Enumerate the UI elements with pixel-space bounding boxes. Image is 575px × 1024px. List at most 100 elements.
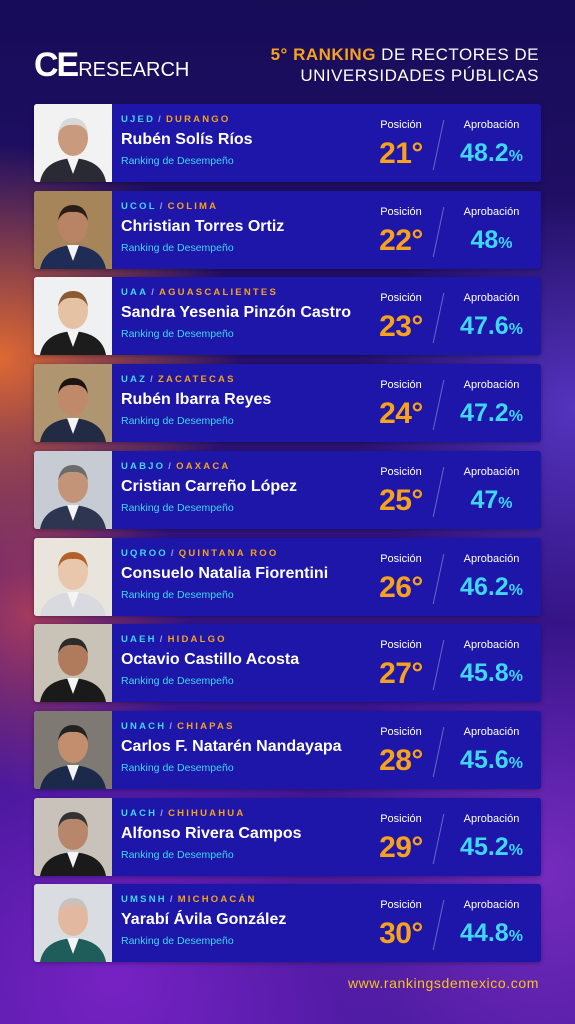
percent-sign: % [508,321,523,339]
position-block: Posición 23° [368,277,434,355]
footer-url[interactable]: www.rankingsdemexico.com [347,975,539,991]
ranking-subtitle: Ranking de Desempeño [121,935,234,948]
state-name: QUINTANA ROO [178,547,279,559]
approval-value: 46.2% [442,573,541,602]
rector-name: Cristian Carreño López [121,477,298,495]
rector-photo [34,797,112,876]
approval-label: Aprobación [463,725,520,738]
university-code: UNACH [121,720,167,732]
logo-research: RESEARCH [78,59,190,81]
page-title: 5° RANKING DE RECTORES DE UNIVERSIDADES … [271,44,539,86]
university-line: UMSNH / MICHOACÁN [121,894,541,905]
approval-number: 45.8 [460,659,509,688]
ranking-subtitle: Ranking de Desempeño [121,155,234,167]
university-code: UACH [121,807,158,819]
university-code: UQROO [121,547,168,559]
rector-name: Consuelo Natalia Fiorentini [121,564,329,582]
university-line: UAZ / ZACATECAS [121,374,541,385]
rector-info: UNACH / CHIAPAS Carlos F. Natarén Nandayap… [112,711,541,789]
position-block: Posición 27° [368,624,434,702]
rector-card: UAZ / ZACATECAS Rubén Ibarra Reyes Ranking… [34,364,541,443]
rector-card: UNACH / CHIAPAS Carlos F. Natarén Nandayap… [34,710,541,789]
state-name: CHIAPAS [177,720,235,732]
title-line2: UNIVERSIDADES PÚBLICAS [300,66,539,85]
separator: / [169,720,175,732]
rector-info: UMSNH / MICHOACÁN Yarabí Ávila González Ra… [112,884,541,962]
position-label: Posición [380,639,422,652]
separator: / [150,374,155,386]
university-code: UAEH [121,634,157,646]
rector-photo [34,450,112,529]
university-line: UJED / DURANGO [121,114,541,125]
separator: / [158,114,163,125]
position-value: 24° [379,397,423,431]
approval-number: 48 [470,225,499,254]
university-code: UMSNH [121,894,167,906]
approval-number: 47.6 [460,312,509,341]
rector-photo [34,710,112,789]
position-block: Posición 26° [368,538,434,616]
approval-value: 45.2% [442,833,541,862]
rector-photo [34,624,112,703]
portrait-icon [34,797,112,876]
rector-name: Carlos F. Natarén Nandayapa [121,737,342,755]
ranking-subtitle: Ranking de Desempeño [121,675,234,688]
state-name: DURANGO [166,114,231,125]
position-value: 23° [379,310,423,344]
approval-block: Aprobación 48.2% [442,104,541,182]
position-value: 29° [379,830,423,864]
state-name: ZACATECAS [157,374,236,386]
approval-label: Aprobación [463,205,520,218]
position-value: 25° [379,483,423,517]
state-name: COLIMA [167,200,219,212]
approval-label: Aprobación [463,119,520,131]
approval-value: 48% [442,226,541,255]
position-value: 27° [379,657,423,691]
portrait-icon [34,537,112,616]
approval-block: Aprobación 45.2% [442,798,541,876]
position-block: Posición 22° [368,191,434,269]
percent-sign: % [508,581,523,599]
ranking-subtitle: Ranking de Desempeño [121,761,234,774]
approval-block: Aprobación 45.8% [442,624,541,702]
position-label: Posición [380,119,422,131]
rector-info: UCOL / COLIMA Christian Torres Ortiz Ranki… [112,191,541,269]
percent-sign: % [508,754,523,772]
university-line: UQROO / QUINTANA ROO [121,548,541,559]
ranking-subtitle: Ranking de Desempeño [121,588,234,601]
position-label: Posición [380,379,422,392]
approval-number: 47 [470,485,499,514]
percent-sign: % [508,928,523,946]
position-value: 26° [379,570,423,604]
rector-name: Rubén Ibarra Reyes [121,391,272,409]
approval-block: Aprobación 44.8% [442,884,541,962]
percent-sign: % [508,841,523,859]
rector-photo [34,190,112,269]
rector-card: UAA / AGUASCALIENTES Sandra Yesenia Pinzón… [34,277,541,356]
portrait-icon [34,277,112,356]
university-line: UABJO / OAXACA [121,461,541,472]
portrait-icon [34,104,112,182]
ranking-subtitle: Ranking de Desempeño [121,501,234,514]
position-value: 28° [379,743,423,777]
state-name: CHIHUAHUA [168,807,246,819]
approval-label: Aprobación [463,552,520,565]
position-block: Posición 29° [368,798,434,876]
rector-name: Christian Torres Ortiz [121,217,285,235]
title-prefix: 5° [270,45,288,64]
portrait-icon [34,884,112,963]
approval-label: Aprobación [463,899,520,912]
approval-value: 47% [442,486,541,515]
university-code: UJED [121,114,156,125]
approval-block: Aprobación 46.2% [442,538,541,616]
separator: / [170,547,176,559]
ranking-subtitle: Ranking de Desempeño [121,328,234,341]
rector-card: UABJO / OAXACA Cristian Carreño López Rank… [34,450,541,529]
position-label: Posición [380,552,422,565]
approval-value: 47.2% [442,399,541,428]
position-label: Posición [380,725,422,738]
approval-number: 48.2 [460,139,509,167]
university-code: UAA [121,287,149,299]
rector-info: UACH / CHIHUAHUA Alfonso Rivera Campos Ran… [112,798,541,876]
header: CE RESEARCH 5° RANKING DE RECTORES DE UN… [0,0,575,100]
